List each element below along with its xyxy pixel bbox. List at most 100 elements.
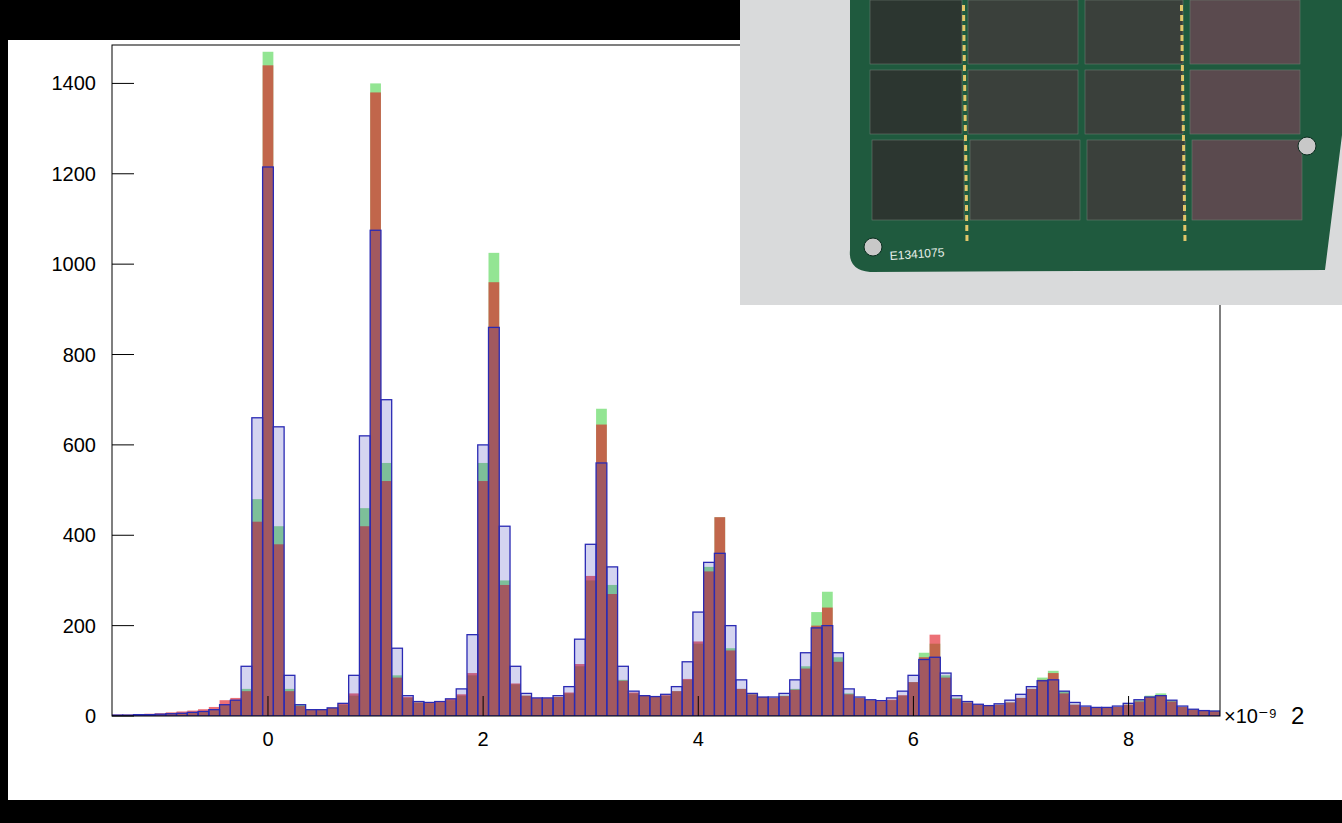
- x-tick-label: 6: [908, 728, 919, 750]
- pad: [1183, 235, 1186, 241]
- pad: [1181, 85, 1184, 91]
- histogram-bar: [994, 705, 1005, 716]
- pad: [963, 65, 966, 71]
- histogram-bar: [467, 635, 478, 716]
- pad: [965, 195, 968, 201]
- x-tick: [913, 696, 914, 716]
- histogram-bar: [661, 694, 672, 716]
- histogram-bar: [263, 167, 274, 716]
- y-tick-label: 400: [63, 524, 96, 546]
- histogram-bar: [1166, 700, 1177, 716]
- histogram-bar: [682, 662, 693, 716]
- histogram-bar: [327, 708, 338, 716]
- histogram-bar: [1188, 709, 1199, 716]
- histogram-bar: [768, 698, 779, 716]
- histogram-bar: [768, 697, 779, 716]
- pad: [1182, 165, 1185, 171]
- pad: [965, 235, 968, 241]
- histogram-bar: [650, 697, 661, 716]
- histogram-bar: [1155, 696, 1166, 716]
- annotation: 2: [1291, 702, 1304, 729]
- histogram-bar: [951, 696, 962, 716]
- y-tick-label: 600: [63, 434, 96, 456]
- histogram-bar: [596, 409, 607, 716]
- y-tick: [112, 625, 134, 626]
- histogram-bar: [166, 712, 177, 716]
- pad: [1181, 95, 1184, 101]
- sensor-tile: [1190, 0, 1300, 64]
- pad: [1182, 155, 1185, 161]
- pad: [1182, 145, 1185, 151]
- pad: [964, 165, 967, 171]
- histogram-bar: [316, 710, 327, 716]
- pad: [1182, 115, 1185, 121]
- pad: [964, 125, 967, 131]
- histogram-bar: [370, 83, 381, 716]
- pad: [962, 25, 965, 31]
- pad: [1180, 25, 1183, 31]
- histogram-bar: [779, 693, 790, 716]
- histogram-bar: [575, 639, 586, 716]
- pad: [964, 145, 967, 151]
- histogram-bar: [413, 702, 424, 716]
- histogram-bar: [994, 704, 1005, 716]
- pad: [1183, 175, 1186, 181]
- x-tick-label: 0: [262, 728, 273, 750]
- histogram-bar: [843, 689, 854, 716]
- histogram-bar: [1134, 700, 1145, 716]
- sensor-tile: [872, 140, 964, 220]
- sensor-tile: [870, 0, 962, 64]
- sensor-tile: [1085, 0, 1183, 64]
- y-tick: [112, 354, 134, 355]
- histogram-bar: [532, 699, 543, 716]
- chart: 020040060080010001200140002468×10⁻⁹2E134…: [0, 0, 1342, 823]
- histogram-bar: [424, 702, 435, 716]
- histogram-bar: [445, 699, 456, 716]
- histogram-bar: [650, 697, 661, 716]
- histogram-bar: [822, 626, 833, 716]
- histogram-bar: [940, 673, 951, 716]
- histogram-bar: [768, 698, 779, 716]
- histogram-bar: [230, 700, 241, 716]
- histogram-bar: [650, 697, 661, 716]
- histogram-bar: [1112, 707, 1123, 716]
- histogram-bar: [263, 52, 274, 716]
- histogram-bar: [306, 710, 317, 716]
- histogram-bar: [973, 705, 984, 716]
- histogram-bar: [854, 698, 865, 716]
- y-tick-label: 800: [63, 344, 96, 366]
- histogram-bar: [177, 711, 188, 716]
- histogram-bar: [327, 708, 338, 716]
- pad: [1183, 185, 1186, 191]
- pad: [963, 85, 966, 91]
- mount-hole: [864, 238, 882, 256]
- histogram-bar: [370, 92, 381, 716]
- histogram-bar: [822, 592, 833, 716]
- histogram-bar: [714, 553, 725, 716]
- histogram-bar: [811, 628, 822, 716]
- histogram-bar: [209, 707, 220, 716]
- histogram-bar: [661, 695, 672, 716]
- histogram-bar: [252, 418, 263, 716]
- pad: [965, 185, 968, 191]
- histogram-bar: [585, 544, 596, 716]
- pad: [963, 75, 966, 81]
- pad: [964, 115, 967, 121]
- histogram-bar: [596, 463, 607, 716]
- pad: [963, 45, 966, 51]
- histogram-bar: [1026, 687, 1037, 716]
- histogram-bar: [424, 703, 435, 716]
- histogram-bar: [876, 701, 887, 716]
- histogram-bar: [930, 635, 941, 716]
- histogram-bar: [1145, 696, 1156, 716]
- sensor-tile: [870, 70, 962, 134]
- histogram-bar: [510, 666, 521, 716]
- histogram-bar: [973, 704, 984, 716]
- histogram-bar: [639, 696, 650, 716]
- pad: [963, 95, 966, 101]
- y-tick-label: 200: [63, 615, 96, 637]
- x-tick: [267, 696, 268, 716]
- pad: [1180, 5, 1183, 11]
- histogram-bar: [757, 697, 768, 716]
- histogram-bar: [220, 705, 231, 716]
